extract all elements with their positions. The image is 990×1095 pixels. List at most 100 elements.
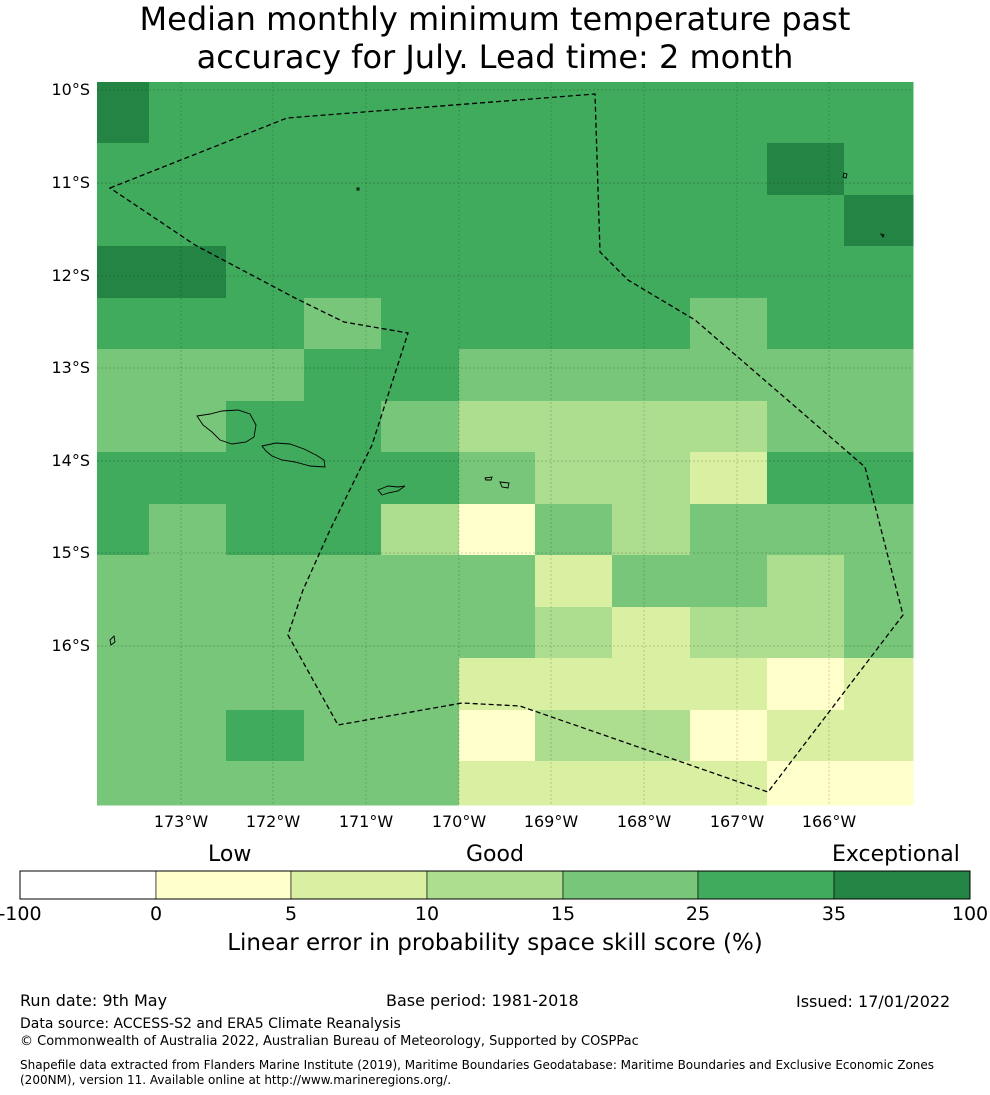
colorbar-tick: 15 [550,903,576,925]
skill-cell [459,195,536,247]
skill-cell [304,82,382,144]
skill-cell [226,504,305,556]
skill-cell [690,401,768,453]
skill-cell [149,143,227,196]
skill-cell [612,401,691,453]
skill-cell [535,658,613,711]
skill-cell [226,555,305,608]
colorbar-tick: 100 [951,903,989,925]
issued-date: Issued: 17/01/2022 [796,992,951,1011]
skill-cell [844,452,914,505]
skill-cell [767,710,845,762]
colorbar-category-exceptional: Exceptional [832,842,960,867]
skill-cell [767,195,845,247]
skill-cell [612,504,691,556]
skill-cell [767,555,845,608]
coastlines [109,172,885,646]
skill-cell [149,658,227,711]
skill-cell [612,195,691,247]
skill-cell [149,452,227,505]
skill-cell [612,298,691,350]
skill-cell [381,452,460,505]
upolu-island [261,442,326,468]
skill-cell [226,298,305,350]
skill-cell [97,82,150,144]
run-date: Run date: 9th May [20,991,168,1010]
skill-cell [690,710,768,762]
lon-label-166w: 166°W [801,812,857,831]
skill-cell [690,143,768,196]
skill-cell [535,349,613,402]
skill-cell [767,143,845,196]
skill-cell [459,452,536,505]
skill-cell [149,349,227,402]
skill-cell [381,761,460,806]
colorbar-segment [833,870,971,900]
lat-label-15s: 15°S [51,543,90,562]
skill-cell [535,298,613,350]
skill-cell [381,401,460,453]
colorbar-tick: 25 [685,903,711,925]
tutuila-island [377,485,406,496]
skill-cell [844,401,914,453]
skill-cell [381,195,460,247]
lon-label-169w: 169°W [523,812,579,831]
skill-cell [844,143,914,196]
title-line-2: accuracy for July. Lead time: 2 month [196,38,794,76]
skill-cell [97,452,150,505]
skill-cell [844,710,914,762]
skill-cell [304,143,382,196]
skill-cell [304,555,382,608]
skill-cell [690,452,768,505]
skill-cell [612,143,691,196]
skill-cell [767,246,845,299]
swains-island [356,187,360,191]
skill-cell [535,401,613,453]
lat-label-11s: 11°S [51,173,90,192]
lon-label-170w: 170°W [431,812,487,831]
skill-cell [767,761,845,806]
skill-cell [226,349,305,402]
colorbar-segment [697,870,835,900]
skill-cell [381,607,460,659]
skill-cell [97,555,150,608]
lon-label-168w: 168°W [616,812,672,831]
lon-label-171w: 171°W [338,812,394,831]
skill-cell [767,607,845,659]
skill-cell [97,607,150,659]
colorbar-frame [19,870,971,900]
skill-cell [844,246,914,299]
skill-cell [690,195,768,247]
skill-cell [97,658,150,711]
skill-cell [535,710,613,762]
skill-cell [304,761,382,806]
shapefile-credit-line-2: (200NM), version 11. Available online at… [20,1073,452,1087]
skill-cell [612,658,691,711]
lat-label-10s: 10°S [51,80,90,99]
colorbar-tick: 0 [149,903,163,925]
colorbar-tick: 35 [821,903,847,925]
skill-cell [97,298,150,350]
skill-cell [304,298,382,350]
skill-cell [459,143,536,196]
data-source: Data source: ACCESS-S2 and ERA5 Climate … [20,1016,401,1032]
skill-cell [149,195,227,247]
skill-cell [381,246,460,299]
skill-cell [381,298,460,350]
skill-grid [97,82,914,806]
skill-cell [459,246,536,299]
skill-cell [381,143,460,196]
wallis-island [109,635,116,646]
small-island-east [879,233,885,238]
skill-cell [149,504,227,556]
skill-cell [381,82,460,144]
skill-cell [690,555,768,608]
skill-cell [767,504,845,556]
skill-cell [304,349,382,402]
skill-cell [844,349,914,402]
skill-cell [226,452,305,505]
skill-cell [304,452,382,505]
skill-cell [381,349,460,402]
ofu-olosega-island [484,476,493,481]
skill-cell [612,82,691,144]
